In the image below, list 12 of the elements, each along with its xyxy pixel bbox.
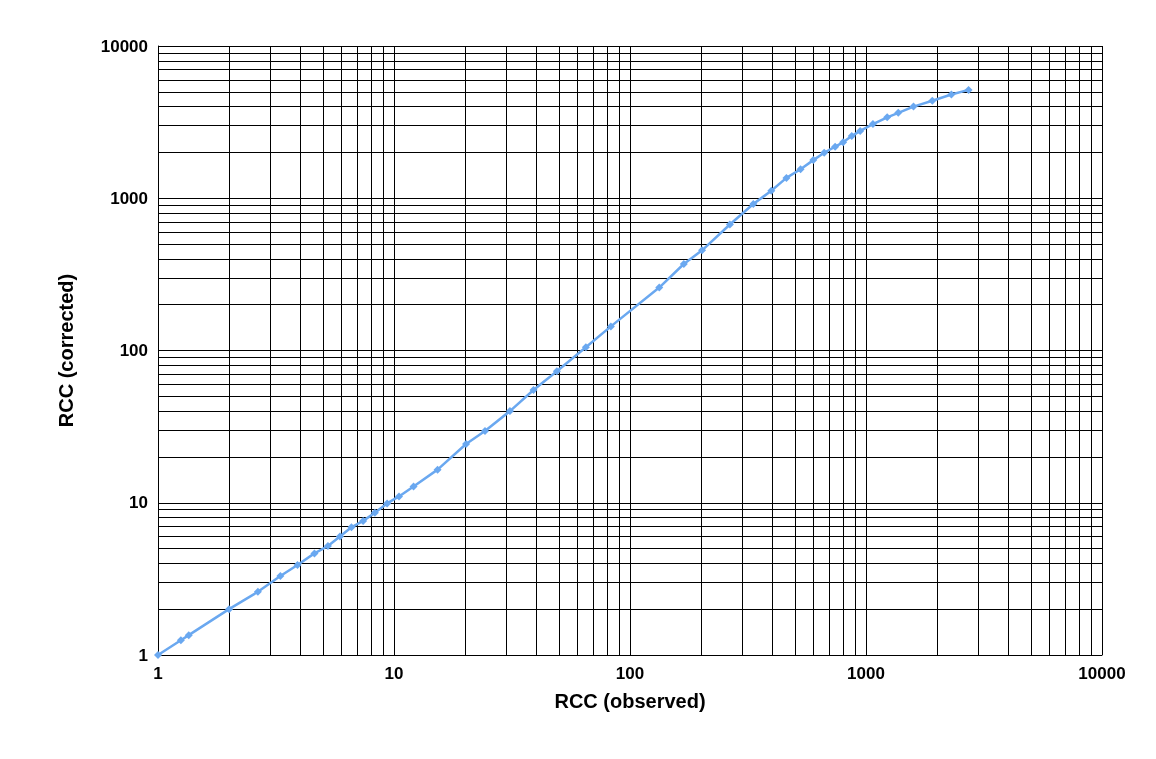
x-axis-title: RCC (observed) [554,690,706,712]
y-tick-label: 10 [129,493,148,513]
y-tick-label: 1 [138,645,148,665]
y-tick-label: 1000 [110,188,148,208]
x-tick-label: 1000 [847,664,885,683]
x-tick-label: 10 [384,664,404,683]
x-tick-label: 10000 [1078,664,1126,683]
y-tick-label: 10000 [100,36,148,56]
y-axis-title: RCC (corrected) [55,273,77,428]
y-tick-label: 100 [119,341,148,360]
x-tick-label: 1 [153,664,163,683]
x-tick-label: 100 [615,664,645,683]
